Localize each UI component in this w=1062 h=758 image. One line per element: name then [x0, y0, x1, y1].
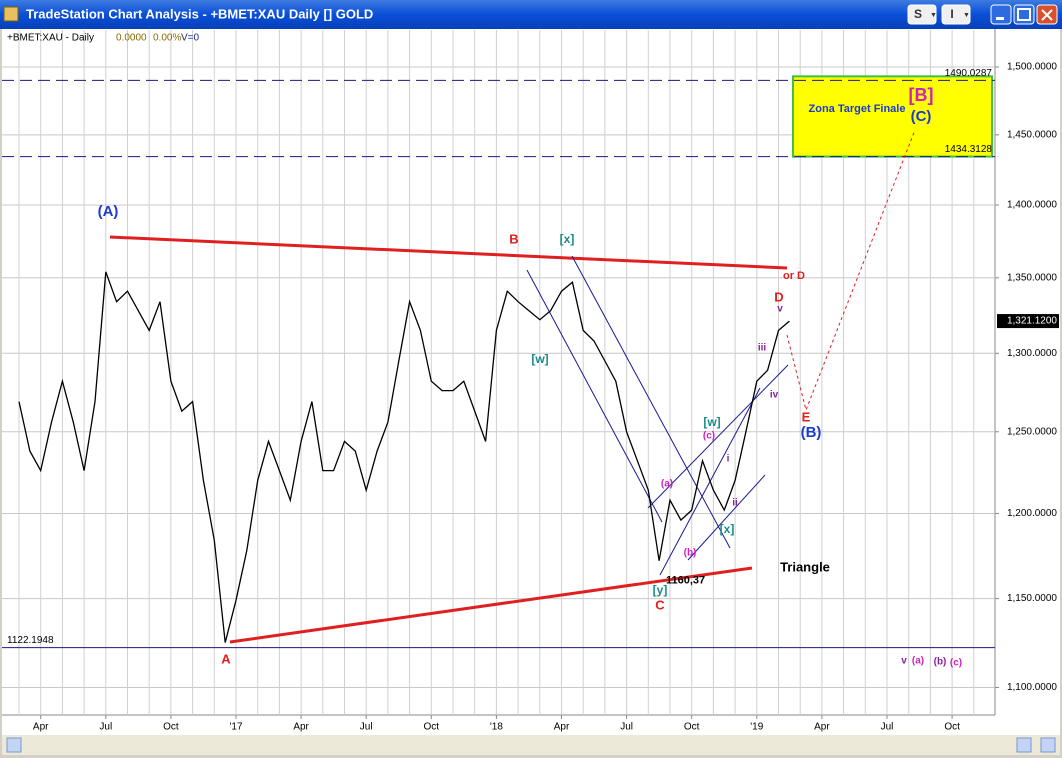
wave-label: v — [901, 656, 907, 667]
x-tick-label: Jul — [360, 722, 373, 733]
wave-label: (a) — [912, 656, 924, 667]
upper-trendline — [109, 235, 788, 270]
wave-label: [x] — [720, 522, 735, 536]
scrollbar[interactable] — [2, 735, 1060, 755]
annotations: (A)AB [x][w]C[y](a)(b)(c)[w][x]iiiiiiivvD… — [98, 85, 963, 669]
last-price-box — [997, 314, 1059, 329]
wave-label: i — [727, 454, 730, 465]
channel-line — [647, 364, 789, 509]
app-icon — [3, 6, 19, 22]
i-button-label[interactable]: I — [950, 7, 953, 21]
price-line — [18, 271, 790, 643]
close-icon — [1041, 9, 1053, 21]
level-label: 1434.3128 — [945, 144, 993, 155]
y-tick-label: 1,200.0000 — [1007, 508, 1057, 519]
wave-label: [B] — [909, 85, 934, 105]
wave-label: v — [777, 304, 783, 315]
wave-label: (b) — [684, 548, 697, 559]
x-tick-label: '17 — [229, 722, 242, 733]
net-change: 0.0000 — [116, 33, 147, 44]
wave-label: C — [655, 597, 665, 612]
dropdown-arrow: ▼ — [963, 12, 970, 19]
wave-label: D — [774, 289, 783, 304]
i-button[interactable] — [941, 4, 971, 25]
plot: 1,321.1200 1160,37 — [18, 271, 1059, 643]
levels: 1490.0287 1434.3128 1122.1948 — [2, 68, 995, 649]
wave-label: A — [221, 651, 231, 666]
wave-label: or D — [783, 270, 805, 282]
y-tick-label: 1,300.0000 — [1007, 348, 1057, 359]
s-button-label[interactable]: S — [914, 7, 922, 21]
wave-label: [x] — [560, 232, 575, 246]
wave-label: E — [802, 409, 811, 424]
wave-label: (A) — [98, 203, 119, 220]
x-tick-label: Oct — [424, 722, 440, 733]
level-label: 1490.0287 — [945, 68, 993, 79]
wave-label: Triangle — [780, 559, 830, 574]
wave-label: iv — [770, 390, 779, 401]
s-button[interactable] — [907, 4, 937, 25]
x-tick-label: Apr — [814, 722, 830, 733]
scroll-left[interactable] — [6, 737, 22, 753]
maximize-icon — [1017, 8, 1031, 21]
wave-label: ii — [732, 498, 738, 509]
channel-line — [687, 474, 766, 561]
minimize-button[interactable] — [990, 4, 1012, 25]
wave-label: [w] — [531, 352, 548, 366]
x-tick-label: Oct — [684, 722, 700, 733]
y-tick-label: 1,250.0000 — [1007, 426, 1057, 437]
wave-label: [w] — [703, 415, 720, 429]
dropdown-arrow: ▼ — [930, 12, 937, 19]
title-bar — [0, 0, 1062, 29]
wave-label: Zona Target Finale — [809, 103, 906, 115]
y-tick-label: 1,450.0000 — [1007, 129, 1057, 140]
y-tick-label: 1,150.0000 — [1007, 593, 1057, 604]
x-tick-label: Apr — [293, 722, 309, 733]
wave-label: [y] — [653, 583, 668, 597]
x-tick-label: Jul — [99, 722, 112, 733]
x-tick-label: Oct — [163, 722, 179, 733]
channel-line — [571, 255, 731, 549]
pct-change: 0.00% — [153, 33, 181, 44]
x-tick-label: Oct — [944, 722, 960, 733]
x-tick-label: Apr — [33, 722, 49, 733]
y-tick-label: 1,400.0000 — [1007, 200, 1057, 211]
wave-label: (c) — [950, 658, 962, 669]
x-tick-label: '18 — [490, 722, 503, 733]
window-title: TradeStation Chart Analysis - +BMET:XAU … — [26, 6, 373, 21]
wave-label: (B) — [801, 424, 822, 441]
scroll-thumb[interactable] — [1016, 737, 1032, 753]
x-tick-label: Jul — [881, 722, 894, 733]
grid: 1,100.0000 1,150.0000 1,200.0000 1,250.0000… — [2, 30, 1057, 733]
volume-label: V=0 — [181, 33, 200, 44]
projection-line — [786, 129, 916, 412]
symbol-label: +BMET:XAU - Daily — [7, 33, 94, 44]
low-label: 1160,37 — [666, 575, 705, 587]
scroll-right[interactable] — [1040, 737, 1056, 753]
last-price-label: 1,321.1200 — [1007, 316, 1057, 327]
target-zone — [792, 75, 993, 158]
y-tick-label: 1,500.0000 — [1007, 62, 1057, 73]
wave-label: (b) — [934, 657, 947, 668]
y-tick-label: 1,350.0000 — [1007, 272, 1057, 283]
wave-label: (a) — [661, 479, 673, 490]
y-tick-label: 1,100.0000 — [1007, 682, 1057, 693]
wave-label: (C) — [911, 108, 932, 125]
wave-label: B — [509, 231, 518, 246]
minimize-icon — [996, 17, 1004, 20]
wave-label: (c) — [703, 431, 715, 442]
lower-trendline — [229, 566, 753, 644]
level-label: 1122.1948 — [7, 635, 54, 646]
x-tick-label: '19 — [750, 722, 763, 733]
wave-label: iii — [758, 343, 767, 354]
x-tick-label: Jul — [620, 722, 633, 733]
x-tick-label: Apr — [554, 722, 570, 733]
